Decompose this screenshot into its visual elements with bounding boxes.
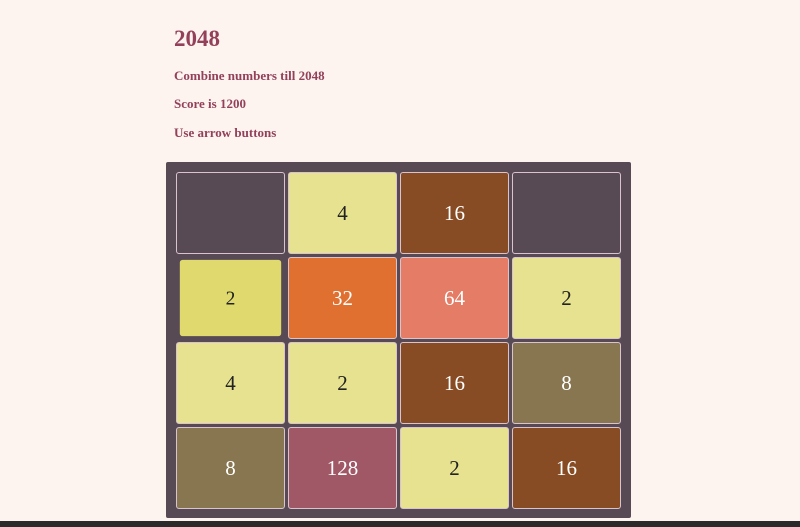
tile-2: 2 — [179, 259, 282, 337]
tile-64: 64 — [400, 257, 509, 339]
window-bottom-edge — [0, 521, 800, 527]
score-text: Score is 1200 — [174, 96, 246, 111]
subtitle: Combine numbers till 2048 — [174, 68, 325, 83]
tile-16: 16 — [512, 427, 621, 509]
tile-2: 2 — [288, 342, 397, 424]
tile-16: 16 — [400, 342, 509, 424]
empty-cell — [176, 172, 285, 254]
tile-4: 4 — [176, 342, 285, 424]
tile-2: 2 — [400, 427, 509, 509]
tile-16: 16 — [400, 172, 509, 254]
tile-8: 8 — [512, 342, 621, 424]
tile-128: 128 — [288, 427, 397, 509]
tile-4: 4 — [288, 172, 397, 254]
empty-cell — [512, 172, 621, 254]
game-board[interactable]: 4 16 2 32 64 2 4 2 16 8 8 128 2 16 — [166, 162, 631, 518]
tile-32: 32 — [288, 257, 397, 339]
instructions: Use arrow buttons — [174, 125, 277, 140]
tile-2: 2 — [512, 257, 621, 339]
tile-8: 8 — [176, 427, 285, 509]
game-title: 2048 — [174, 26, 220, 51]
